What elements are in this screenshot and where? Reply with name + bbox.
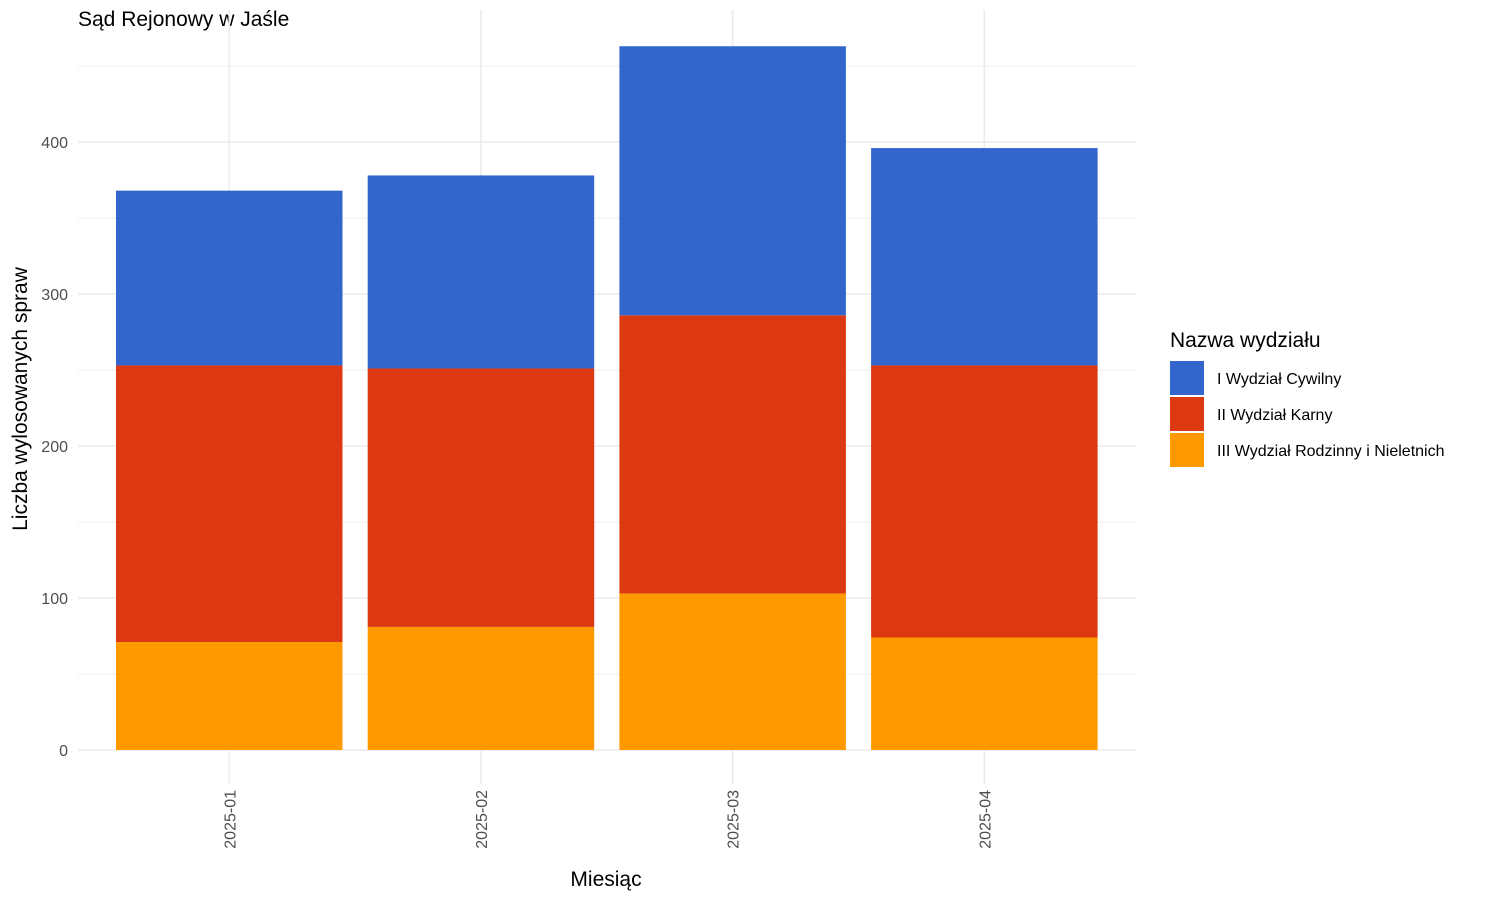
y-axis-title: Liczba wylosowanych spraw: [9, 266, 32, 531]
y-axis-ticks: 0 100 200 300 400: [41, 135, 68, 760]
y-tick-label: 100: [41, 591, 68, 608]
bar-segment: [871, 637, 1098, 750]
legend-label: III Wydział Rodzinny i Nieletnich: [1217, 443, 1445, 460]
y-tick-label: 0: [59, 743, 68, 760]
bar-segment: [116, 642, 343, 750]
bar-segment: [871, 365, 1098, 638]
bar-segment: [619, 315, 846, 594]
x-tick-label: 2025-04: [977, 790, 994, 849]
x-axis-title: Miesiąc: [570, 868, 641, 891]
legend: Nazwa wydziału I Wydział Cywilny II Wydzi…: [1170, 329, 1445, 467]
x-tick-label: 2025-03: [726, 790, 743, 849]
legend-label: I Wydział Cywilny: [1217, 371, 1341, 388]
x-tick-label: 2025-01: [222, 790, 239, 849]
bar-segment: [116, 365, 343, 643]
y-tick-label: 200: [41, 439, 68, 456]
y-tick-label: 400: [41, 135, 68, 152]
bar-segment: [367, 368, 595, 627]
bar-segment: [619, 593, 846, 750]
bars: [116, 46, 1098, 750]
legend-swatch: [1170, 433, 1204, 467]
y-tick-label: 300: [41, 287, 68, 304]
x-tick-label: 2025-02: [474, 790, 491, 849]
chart-title: Sąd Rejonowy w Jaśle: [78, 8, 289, 31]
bar-segment: [116, 190, 343, 366]
legend-swatch: [1170, 361, 1204, 395]
legend-label: II Wydział Karny: [1217, 407, 1332, 424]
bar-segment: [619, 46, 846, 316]
legend-items: I Wydział Cywilny II Wydział Karny III Wyd…: [1170, 361, 1445, 467]
legend-swatch: [1170, 397, 1204, 431]
legend-title: Nazwa wydziału: [1170, 329, 1321, 352]
bar-segment: [367, 175, 595, 369]
x-axis-ticks: 2025-01 2025-02 2025-03 2025-04: [222, 790, 994, 849]
bar-segment: [871, 148, 1098, 366]
bar-segment: [367, 626, 595, 750]
